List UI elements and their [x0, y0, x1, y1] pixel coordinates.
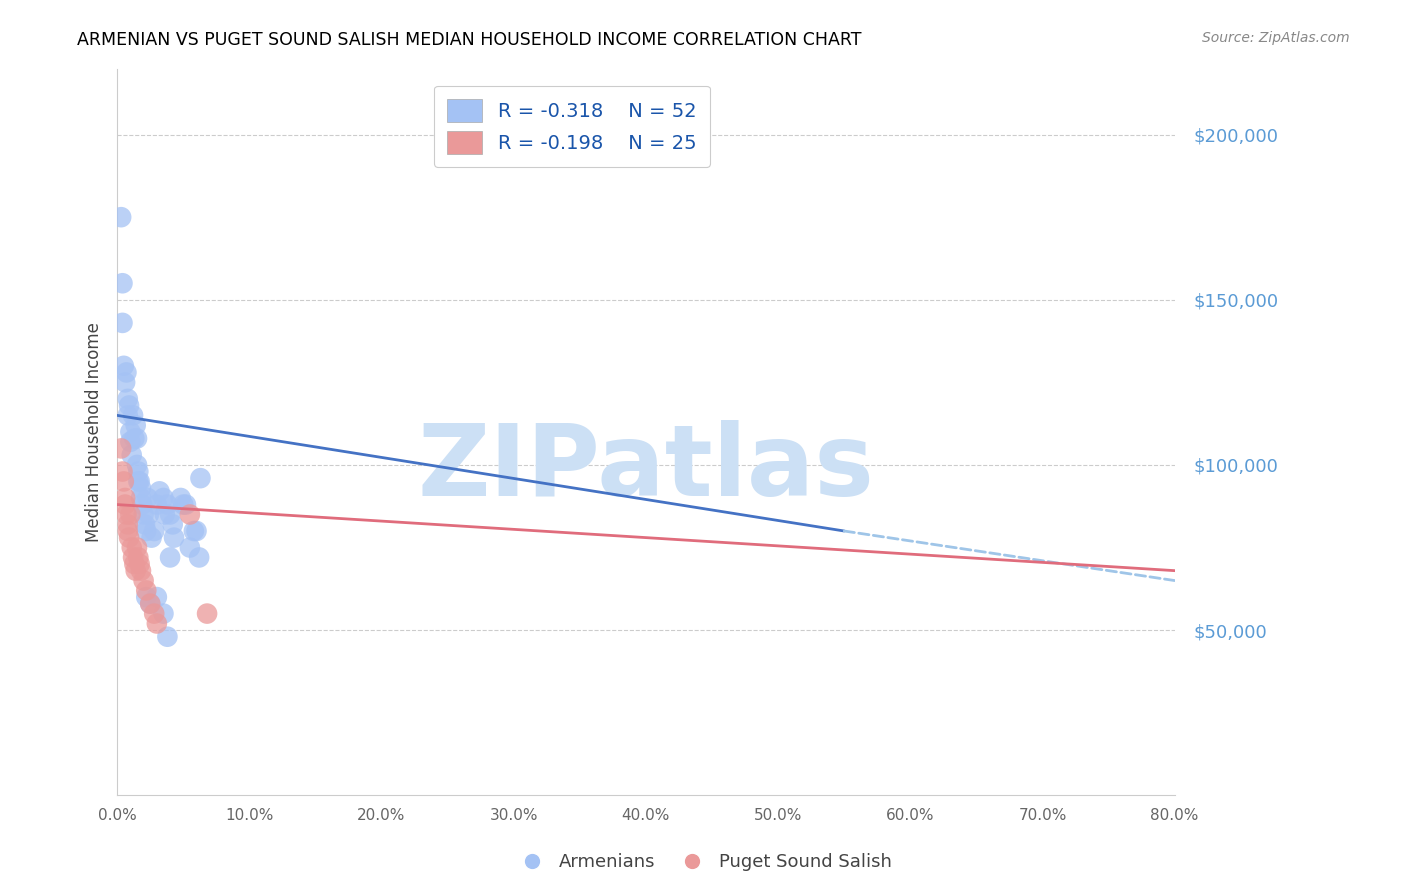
Point	[152, 607, 174, 621]
Point	[179, 541, 201, 555]
Point	[118, 531, 141, 545]
Point	[162, 517, 184, 532]
Point	[110, 442, 132, 456]
Point	[183, 524, 205, 538]
Point	[179, 508, 201, 522]
Point	[127, 475, 149, 489]
Point	[111, 316, 134, 330]
Point	[134, 517, 156, 532]
Point	[172, 498, 194, 512]
Point	[156, 498, 179, 512]
Point	[146, 616, 169, 631]
Text: Source: ZipAtlas.com: Source: ZipAtlas.com	[1202, 31, 1350, 45]
Point	[121, 448, 143, 462]
Point	[141, 531, 163, 545]
Point	[169, 491, 191, 505]
Point	[125, 418, 148, 433]
Point	[128, 557, 150, 571]
Point	[139, 597, 162, 611]
Point	[135, 583, 157, 598]
Point	[143, 607, 166, 621]
Point	[186, 524, 208, 538]
Point	[188, 550, 211, 565]
Point	[163, 531, 186, 545]
Point	[135, 524, 157, 538]
Point	[118, 399, 141, 413]
Point	[129, 481, 152, 495]
Point	[132, 574, 155, 588]
Point	[127, 465, 149, 479]
Point	[146, 498, 169, 512]
Y-axis label: Median Household Income: Median Household Income	[86, 322, 103, 541]
Point	[125, 564, 148, 578]
Text: ZIPatlas: ZIPatlas	[418, 420, 875, 516]
Point	[122, 550, 145, 565]
Point	[120, 425, 142, 439]
Point	[132, 508, 155, 522]
Point	[114, 491, 136, 505]
Point	[111, 277, 134, 291]
Point	[190, 471, 212, 485]
Point	[129, 491, 152, 505]
Point	[111, 465, 134, 479]
Point	[136, 491, 159, 505]
Point	[153, 508, 176, 522]
Text: ARMENIAN VS PUGET SOUND SALISH MEDIAN HOUSEHOLD INCOME CORRELATION CHART: ARMENIAN VS PUGET SOUND SALISH MEDIAN HO…	[77, 31, 862, 49]
Point	[122, 409, 145, 423]
Point	[148, 484, 170, 499]
Point	[174, 498, 197, 512]
Point	[114, 376, 136, 390]
Point	[115, 508, 138, 522]
Point	[127, 550, 149, 565]
Point	[138, 508, 160, 522]
Point	[121, 541, 143, 555]
Point	[124, 557, 146, 571]
Point	[125, 541, 148, 555]
Point	[117, 524, 139, 538]
Point	[195, 607, 218, 621]
Point	[112, 359, 135, 373]
Point	[115, 366, 138, 380]
Point	[124, 432, 146, 446]
Point	[139, 597, 162, 611]
Point	[156, 630, 179, 644]
Point	[112, 475, 135, 489]
Point	[117, 392, 139, 406]
Point	[120, 508, 142, 522]
Point	[110, 210, 132, 224]
Point	[131, 498, 153, 512]
Point	[117, 517, 139, 532]
Legend: Armenians, Puget Sound Salish: Armenians, Puget Sound Salish	[508, 847, 898, 879]
Point	[125, 458, 148, 472]
Point	[135, 590, 157, 604]
Point	[120, 434, 142, 449]
Point	[129, 564, 152, 578]
Point	[152, 491, 174, 505]
Point	[117, 409, 139, 423]
Point	[128, 475, 150, 489]
Point	[159, 550, 181, 565]
Legend: R = -0.318    N = 52, R = -0.198    N = 25: R = -0.318 N = 52, R = -0.198 N = 25	[433, 86, 710, 168]
Point	[146, 590, 169, 604]
Point	[159, 508, 181, 522]
Point	[143, 524, 166, 538]
Point	[114, 498, 136, 512]
Point	[125, 432, 148, 446]
